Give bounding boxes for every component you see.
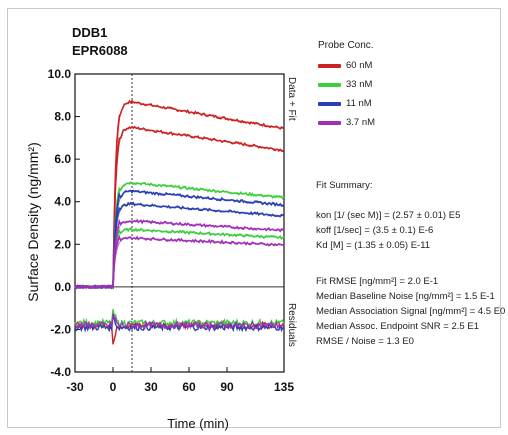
legend-label: 33 nM (346, 79, 373, 90)
y-tick-label: -2.0 (50, 322, 71, 336)
series-2-fit-curve-1 (75, 203, 285, 288)
x-tick-label: 30 (144, 380, 158, 394)
x-tick-label: -30 (66, 380, 84, 394)
chart-title-line2: EPR6088 (72, 43, 128, 58)
y-axis-label: Surface Density (ng/mm²) (25, 142, 41, 301)
right-label-residuals: Residuals (286, 303, 297, 347)
y-tick-label: 6.0 (54, 152, 71, 166)
series-1-fit-curve-1 (75, 228, 284, 288)
rmse-noise-ratio: RMSE / Noise = 1.3 E0 (316, 336, 414, 347)
series-3-fit-curve-1 (75, 237, 285, 288)
median-endpoint-snr: Median Assoc. Endpoint SNR = 2.5 E1 (316, 321, 479, 332)
x-tick-label: 60 (182, 380, 196, 394)
legend-swatch (318, 64, 341, 68)
series-2-data-curve-1 (74, 201, 285, 290)
y-tick-label: 0.0 (54, 280, 71, 294)
y-tick-label: 4.0 (54, 195, 71, 209)
x-axis-label: Time (min) (167, 416, 229, 431)
legend-swatch (318, 83, 341, 87)
fit-rmse: Fit RMSE [ng/mm²] = 2.0 E-1 (316, 276, 439, 287)
series-1-data-curve-0 (74, 181, 285, 290)
median-association-signal: Median Association Signal [ng/mm²] = 4.5… (316, 306, 506, 317)
x-tick-label: 0 (110, 380, 117, 394)
legend-swatch (318, 121, 341, 125)
series-3-residual-trace (74, 313, 285, 331)
series-1-fit-curve-0 (75, 182, 285, 288)
legend-label: 3.7 nM (346, 117, 376, 128)
right-label-data-fit: Data + Fit (286, 77, 297, 121)
plot-frame (74, 73, 285, 373)
fit-kon: kon [1/ (sec M)] = (2.57 ± 0.01) E5 (316, 210, 461, 221)
figure-frame (7, 8, 501, 428)
legend-label: 11 nM (346, 98, 372, 109)
fit-kd: Kd [M] = (1.35 ± 0.05) E-11 (316, 240, 431, 251)
legend-title: Probe Conc. (318, 40, 374, 51)
fit-koff: koff [1/sec] = (3.5 ± 0.1) E-6 (316, 225, 434, 236)
legend-label: 60 nM (346, 60, 373, 71)
x-tick-label: 90 (220, 380, 234, 394)
series-3-data-curve-1 (74, 234, 285, 290)
fit-summary-title: Fit Summary: (316, 180, 373, 191)
y-tick-label: 10.0 (48, 67, 72, 81)
x-tick-label: 135 (274, 380, 294, 394)
median-baseline-noise: Median Baseline Noise [ng/mm²] = 1.5 E-1 (316, 291, 495, 302)
y-tick-label: 8.0 (54, 110, 71, 124)
y-tick-label: 2.0 (54, 237, 71, 251)
y-tick-label: -4.0 (50, 365, 71, 379)
legend-swatch (318, 102, 341, 106)
series-1-data-curve-1 (74, 227, 285, 290)
chart-title-line1: DDB1 (72, 25, 107, 40)
